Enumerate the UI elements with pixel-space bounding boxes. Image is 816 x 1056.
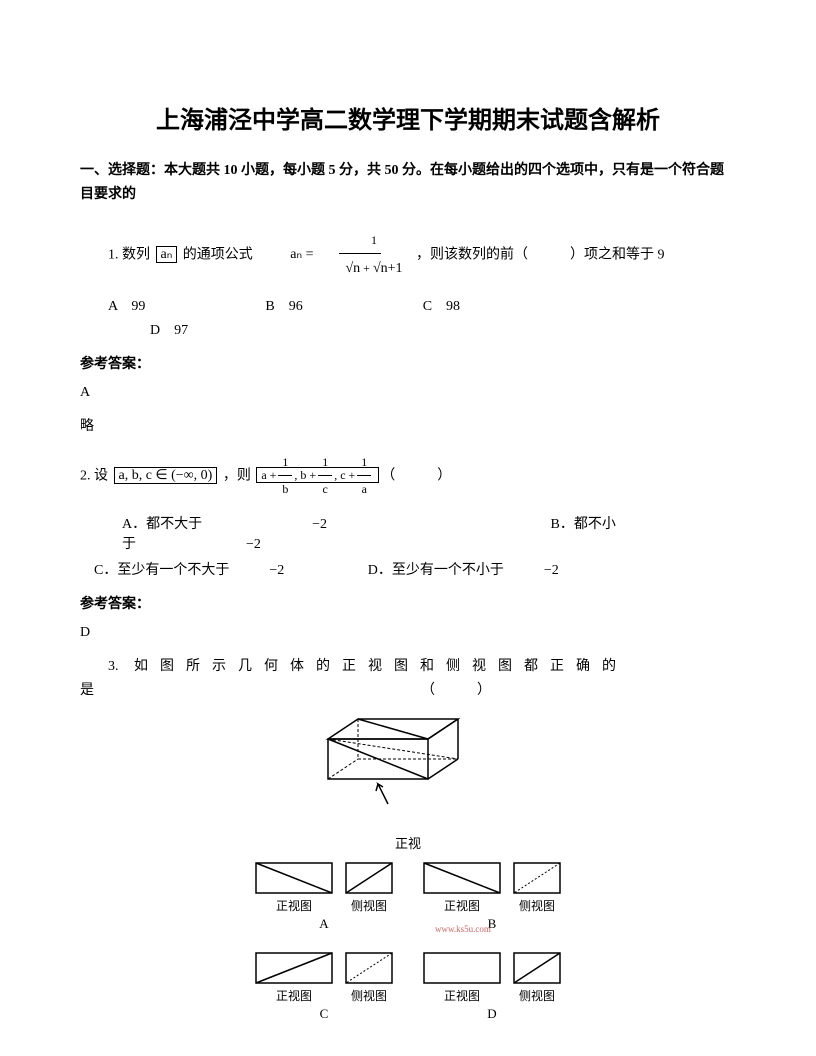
- b-side-label: 侧视图: [519, 897, 555, 914]
- intro-mid2: 分，共: [336, 163, 385, 178]
- c-side-box: [345, 952, 393, 984]
- opt-d-letter: D: [487, 1006, 496, 1022]
- q2-expr-box: a +1b, b +1c, c +1a: [256, 467, 379, 483]
- q1-brief: 略: [80, 415, 736, 435]
- q2-cond-box: a, b, c ∈ (−∞, 0): [114, 467, 218, 484]
- option-d-pair: 正视图 侧视图 D: [423, 952, 561, 1022]
- q2-pre: 设: [91, 468, 112, 483]
- q2-opt-c: C．至少有一个不大于 −2: [94, 563, 324, 578]
- opt-b-letter: B: [265, 299, 274, 314]
- a-side-label: 侧视图: [351, 897, 387, 914]
- c-front-label: 正视图: [276, 987, 312, 1004]
- intro-prefix: 一、选择题：本大题共: [80, 163, 224, 178]
- a-front-box: [255, 862, 333, 894]
- q2-opta-val: −2: [312, 517, 327, 532]
- intro-count: 10: [224, 163, 238, 178]
- question-1: 1. 数列 aₙ 的通项公式 aₙ = 1 √n + √n+1 ，则该数列的前（…: [80, 227, 736, 285]
- sqrt-n-text: √n: [345, 261, 360, 276]
- a-front-label: 正视图: [276, 897, 312, 914]
- q1-fraction: 1 √n + √n+1: [313, 227, 406, 285]
- views-grid: 正视图 侧视图 A 正视图: [255, 862, 561, 1022]
- option-b-pair: 正视图 侧视图 B: [423, 862, 561, 932]
- q1-opt-b: B 96: [265, 295, 302, 315]
- prism-view-label: 正视: [395, 833, 421, 852]
- q2-num: 2.: [80, 468, 91, 483]
- q1-answer-label: 参考答案：: [80, 353, 736, 373]
- q2-optc-val: −2: [269, 563, 284, 578]
- d-side-label: 侧视图: [519, 987, 555, 1004]
- section-intro: 一、选择题：本大题共 10 小题，每小题 5 分，共 50 分。在每小题给出的四…: [80, 159, 736, 207]
- q2-answer-label: 参考答案：: [80, 593, 736, 613]
- opt-a-letter: A: [319, 916, 328, 932]
- diagram-area: 正视 正视图 侧视图 A: [80, 709, 736, 1022]
- opt-b-val: 96: [289, 299, 303, 314]
- b-front-label: 正视图: [444, 897, 480, 914]
- q3-tail: 是: [80, 683, 94, 698]
- opt-a-val: 99: [131, 299, 145, 314]
- page-title: 上海浦泾中学高二数学理下学期期末试题含解析: [80, 100, 736, 135]
- q2-bracket: （ ）: [381, 468, 451, 483]
- q2-optc-text: C．至少有一个不大于: [94, 563, 229, 578]
- q2-opt-d: D．至少有一个不小于 −2: [368, 563, 599, 578]
- question-2: 2. 设 a, b, c ∈ (−∞, 0) ，则 a +1b, b +1c, …: [80, 449, 736, 503]
- c-front-box: [255, 952, 333, 984]
- a-side-box: [345, 862, 393, 894]
- option-c-pair: 正视图 侧视图 C: [255, 952, 393, 1022]
- opt-a-letter: A: [108, 299, 117, 314]
- prism-3d: [298, 709, 518, 829]
- b-side-box: [513, 862, 561, 894]
- c-side-label: 侧视图: [351, 987, 387, 1004]
- q1-sequence-box: aₙ: [156, 246, 178, 263]
- b-front-box: [423, 862, 501, 894]
- q1-opt-a: A 99: [108, 295, 145, 315]
- q1-eq-lhs: aₙ =: [262, 240, 313, 271]
- option-a-pair: 正视图 侧视图 A: [255, 862, 393, 932]
- q3-bracket: （ ）: [421, 683, 491, 698]
- intro-mid1: 小题，每小题: [238, 163, 329, 178]
- intro-total: 50: [385, 163, 399, 178]
- d-side-box: [513, 952, 561, 984]
- opt-c-val: 98: [446, 299, 460, 314]
- sqrt-n: √n: [345, 261, 360, 276]
- intro-score: 5: [329, 163, 336, 178]
- q2-optd-text: D．至少有一个不小于: [368, 563, 504, 578]
- sqrt-n1-text: √n+1: [373, 261, 403, 276]
- q1-answer: A: [80, 385, 736, 401]
- q1-opt-c: C 98: [423, 295, 460, 315]
- q2-opt-a: A．都不大于 −2: [122, 517, 437, 532]
- q2-options-row1: A．都不大于−2 B．都不小于−2: [80, 513, 736, 553]
- watermark: www.ks5u.com: [435, 924, 491, 934]
- q1-pre: 数列: [119, 247, 154, 262]
- q3-body: 如图所示几何体的正视图和侧视图都正确的: [134, 659, 628, 674]
- d-front-label: 正视图: [444, 987, 480, 1004]
- q3-line2: 是 （ ）: [80, 679, 736, 699]
- opt-c-letter: C: [423, 299, 432, 314]
- q2-answer: D: [80, 625, 736, 641]
- q2-optb-val: −2: [246, 537, 261, 552]
- q1-num: 1.: [108, 247, 119, 262]
- q1-options-row2: D 97: [80, 319, 736, 339]
- views-row-1: 正视图 侧视图 A 正视图: [255, 862, 561, 932]
- q1-frac-den: √n + √n+1: [313, 254, 406, 285]
- opt-d-val: 97: [174, 323, 188, 338]
- d-front-box: [423, 952, 501, 984]
- plus: +: [360, 261, 373, 275]
- views-row-2: 正视图 侧视图 C 正视图: [255, 952, 561, 1022]
- q1-opt-d: D 97: [150, 319, 188, 339]
- q1-mid1: 的通项公式: [183, 247, 257, 262]
- q2-optd-val: −2: [544, 563, 559, 578]
- opt-d-letter: D: [150, 323, 160, 338]
- q2-mid: ，则: [223, 468, 255, 483]
- sqrt-n1: √n+1: [373, 261, 403, 276]
- opt-c-letter: C: [320, 1006, 329, 1022]
- q1-options-row1: A 99 B 96 C 98: [80, 295, 736, 315]
- q1-formula: aₙ = 1 √n + √n+1: [262, 227, 406, 285]
- q1-frac-num: 1: [339, 227, 381, 254]
- q2-options-row2: C．至少有一个不大于 −2 D．至少有一个不小于 −2: [80, 559, 736, 579]
- q1-mid2: ，则该数列的前（ ）项之和等于 9: [416, 247, 665, 262]
- q2-opta-text: A．都不大于: [122, 517, 202, 532]
- q3-num: 3.: [108, 659, 119, 674]
- question-3: 3. 如图所示几何体的正视图和侧视图都正确的: [80, 655, 736, 675]
